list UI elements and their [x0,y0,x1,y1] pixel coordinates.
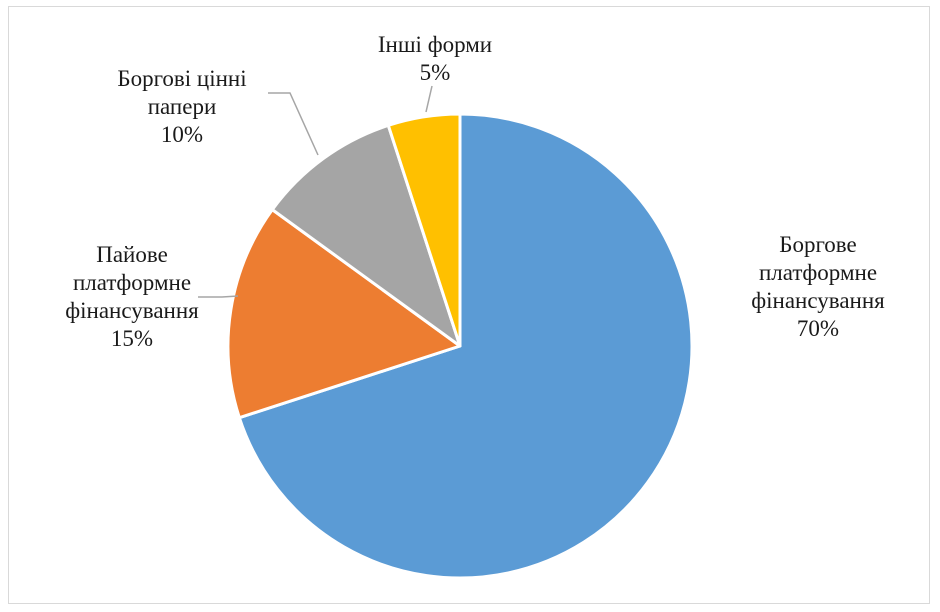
slice-value-label: 15% [111,326,153,351]
slice-value-label: 5% [420,60,451,85]
slice-name-line: Пайове [96,242,168,267]
leader-line-equity-platform-financing [198,295,239,298]
slice-name-line: платформне [759,260,877,285]
slice-label-debt-platform-financing: Боргове платформне фінансування 70% [751,232,885,341]
slice-label-other-forms: Інші форми 5% [378,32,492,85]
pie-slice-debt-securities [270,123,462,348]
leader-line-other-forms [425,85,433,113]
slice-name-line: платформне [73,270,191,295]
slice-name-line: Боргові цінні [117,66,246,91]
pie-slices [226,112,694,580]
pie-slice-debt-platform-financing [237,112,694,580]
slice-value-label: 70% [797,316,839,341]
leader-lines [198,85,433,298]
leader-line-debt-securities [268,92,319,156]
slice-label-debt-securities: Боргові цінні папери 10% [117,66,246,147]
slice-labels: Боргове платформне фінансування 70% Пайове пл… [65,32,885,351]
slice-name-line: Боргове [779,232,857,257]
slice-name-line: папери [148,94,217,119]
slice-name-line: фінансування [65,298,199,323]
slice-name-line: фінансування [751,288,885,313]
slice-name-line: Інші форми [378,32,492,57]
slice-label-equity-platform-financing: Пайове платформне фінансування 15% [65,242,199,351]
pie-slice-other-forms [386,112,462,348]
slice-value-label: 10% [161,122,203,147]
pie-slice-equity-platform-financing [226,208,462,420]
